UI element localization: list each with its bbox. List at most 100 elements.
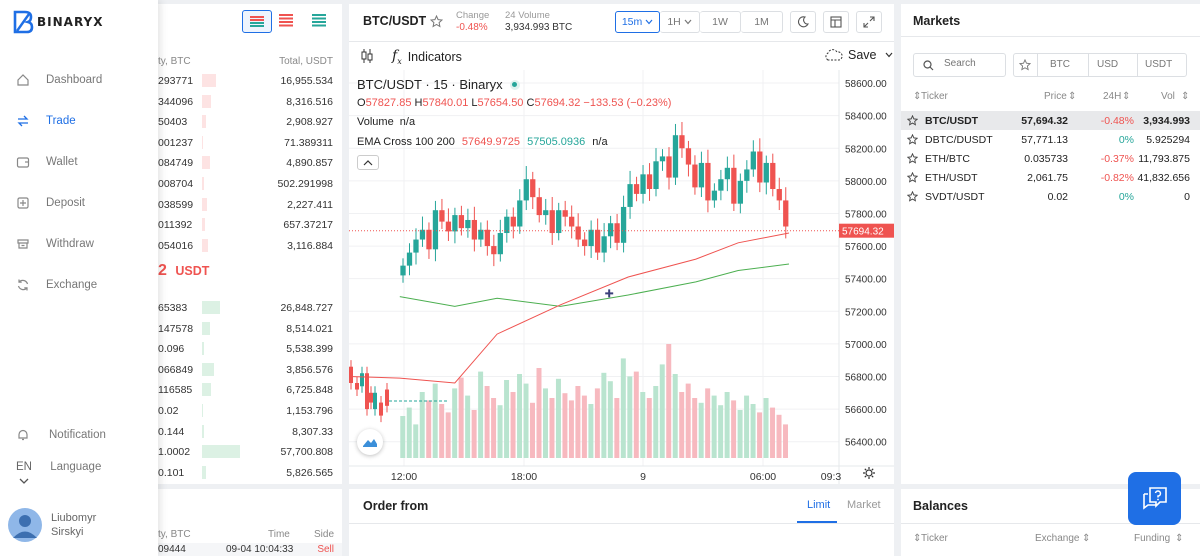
tab-limit[interactable]: Limit xyxy=(807,499,831,511)
interval-1m-button[interactable]: 1M xyxy=(741,11,783,33)
table-row[interactable]: 054016 3,116.884 xyxy=(158,236,342,256)
table-row[interactable]: 038599 2,227.411 xyxy=(158,195,342,215)
filter-usdt[interactable]: USDT xyxy=(1145,59,1173,70)
sidebar-item-exchange[interactable]: Exchange xyxy=(16,278,97,292)
theme-toggle-button[interactable] xyxy=(790,11,816,33)
candle xyxy=(659,156,666,162)
candle xyxy=(543,210,549,216)
table-row[interactable]: 001237 71.389311 xyxy=(158,133,342,153)
save-button[interactable]: Save xyxy=(823,48,893,62)
sidebar-item-deposit[interactable]: Deposit xyxy=(16,196,85,210)
interval-15m-button[interactable]: 15m xyxy=(615,11,660,33)
market-row[interactable]: ETH/USDT 2,061.75 -0.82% 41,832.656 xyxy=(901,168,1200,187)
last-price-unit: USDT xyxy=(175,264,210,278)
market-volume: 41,832.656 xyxy=(1137,172,1190,184)
star-icon[interactable] xyxy=(1019,59,1031,71)
user-profile[interactable]: Liubomyr Sirskyi xyxy=(8,508,96,542)
sort-icon[interactable]: ⇕ xyxy=(1068,91,1077,102)
sidebar-item-withdraw[interactable]: Withdraw xyxy=(16,237,94,251)
sort-icon[interactable]: ⇕ xyxy=(1181,91,1190,102)
col-24h[interactable]: 24H xyxy=(1103,91,1122,102)
price-chart[interactable]: 58600.00 58400.00 58200.00 58000.00 57800.00… xyxy=(349,70,894,484)
table-row[interactable]: 066849 3,856.576 xyxy=(158,360,342,380)
table-row[interactable]: 011392 657.37217 xyxy=(158,215,342,235)
y-tick-label: 58200.00 xyxy=(845,144,887,155)
col-price[interactable]: Price xyxy=(1044,91,1067,102)
tradingview-logo[interactable] xyxy=(357,429,383,455)
order-form-panel: Order from Limit Market xyxy=(349,489,894,556)
interval-1w-button[interactable]: 1W xyxy=(700,11,741,33)
star-icon[interactable] xyxy=(907,115,918,126)
candle xyxy=(379,402,383,416)
market-row[interactable]: SVDT/USDT 0.02 0% 0 xyxy=(901,187,1200,206)
table-row[interactable]: 084749 4,890.857 xyxy=(158,153,342,173)
sidebar-item-label: Wallet xyxy=(46,156,78,168)
candle xyxy=(426,229,432,250)
sidebar-item-trade[interactable]: Trade xyxy=(16,114,76,128)
balances-col-funding[interactable]: Funding xyxy=(1134,533,1171,544)
view-asks-button[interactable] xyxy=(279,14,293,30)
star-icon[interactable] xyxy=(907,134,918,145)
sort-icon[interactable]: ⇕ xyxy=(1122,91,1131,102)
table-row[interactable]: 0.096 5,538.399 xyxy=(158,339,342,359)
candle xyxy=(763,162,769,183)
ask-amount: 008704 xyxy=(158,178,194,190)
market-row[interactable]: DBTC/DUSDT 57,771.13 0% 5.925294 xyxy=(901,130,1200,149)
table-row[interactable]: 0.101 5,826.565 xyxy=(158,463,342,483)
language-selector[interactable]: EN Language xyxy=(16,461,101,484)
filter-usd[interactable]: USD xyxy=(1097,59,1119,70)
layout-button[interactable] xyxy=(823,11,849,33)
sort-icon[interactable]: ⇕ xyxy=(1175,533,1184,544)
logo[interactable]: BINARYX xyxy=(12,10,103,34)
sidebar-item-wallet[interactable]: Wallet xyxy=(16,155,78,169)
table-row[interactable]: 147578 8,514.021 xyxy=(158,319,342,339)
view-bids-button[interactable] xyxy=(312,14,326,30)
star-icon[interactable] xyxy=(907,191,918,202)
star-icon[interactable] xyxy=(907,153,918,164)
table-row[interactable]: 50403 2,908.927 xyxy=(158,112,342,132)
notification-button[interactable]: Notification xyxy=(16,428,106,442)
balances-col-exchange[interactable]: Exchange xyxy=(1035,533,1080,544)
support-chat-button[interactable] xyxy=(1128,472,1181,525)
sidebar-item-dashboard[interactable]: Dashboard xyxy=(16,73,102,87)
sort-icon[interactable]: ⇕ xyxy=(913,533,922,544)
table-row[interactable]: 65383 26,848.727 xyxy=(158,298,342,318)
fullscreen-button[interactable] xyxy=(856,11,882,33)
volume-bar xyxy=(517,374,523,458)
star-icon[interactable] xyxy=(430,15,443,28)
table-row[interactable]: 0.02 1,153.796 xyxy=(158,401,342,421)
view-both-button[interactable] xyxy=(242,10,272,33)
market-search[interactable] xyxy=(913,53,1006,77)
volume-bar xyxy=(672,374,678,458)
tab-market[interactable]: Market xyxy=(847,499,881,511)
indicators-button[interactable]: fx Indicators xyxy=(392,48,462,66)
table-row[interactable]: 1.0002 57,700.808 xyxy=(158,442,342,462)
sort-icon[interactable]: ⇕ xyxy=(1082,533,1091,544)
binaryx-logo-icon xyxy=(13,10,34,34)
balances-col-ticker[interactable]: Ticker xyxy=(921,533,948,544)
candle xyxy=(588,229,594,247)
search-input[interactable] xyxy=(944,58,1002,69)
volume-bar xyxy=(731,400,737,458)
search-icon xyxy=(923,60,934,71)
table-row[interactable]: 344096 8,316.516 xyxy=(158,92,342,112)
candles-type-icon[interactable] xyxy=(360,48,374,64)
interval-1h-button[interactable]: 1H xyxy=(660,11,700,33)
col-ticker[interactable]: Ticker xyxy=(921,91,948,102)
col-vol[interactable]: Vol xyxy=(1161,91,1175,102)
table-row[interactable]: 116585 6,725.848 xyxy=(158,380,342,400)
filter-btc[interactable]: BTC xyxy=(1050,59,1070,70)
bid-amount: 0.101 xyxy=(158,466,185,479)
collapse-legend-button[interactable] xyxy=(357,155,379,170)
table-row[interactable]: 293771 16,955.534 xyxy=(158,71,342,91)
volume-bar xyxy=(400,416,406,458)
sort-icon[interactable]: ⇕ xyxy=(913,91,922,102)
chart-settings-icon[interactable] xyxy=(862,466,876,480)
bid-total: 26,848.727 xyxy=(280,302,333,314)
table-row[interactable]: 008704 502.291998 xyxy=(158,174,342,194)
market-row[interactable]: ETH/BTC 0.035733 -0.37% 11,793.875 xyxy=(901,149,1200,168)
bid-amount: 65383 xyxy=(158,302,188,314)
star-icon[interactable] xyxy=(907,172,918,183)
table-row[interactable]: 0.144 8,307.33 xyxy=(158,422,342,442)
market-row[interactable]: BTC/USDT 57,694.32 -0.48% 3,934.993 xyxy=(901,111,1200,130)
